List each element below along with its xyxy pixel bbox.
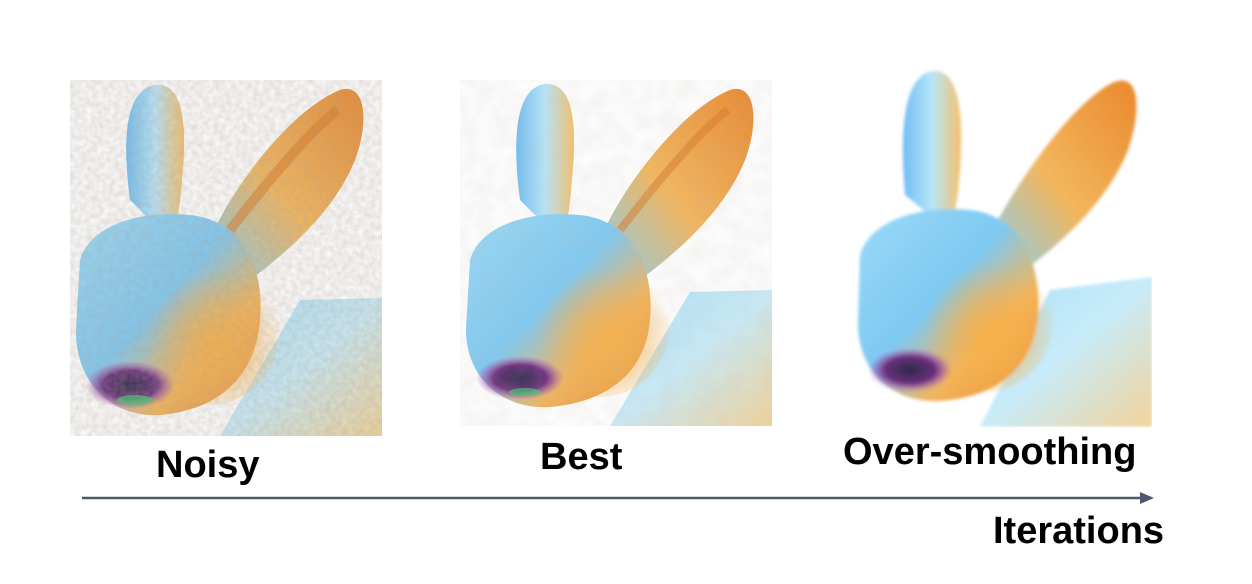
iterations-arrow <box>82 492 1154 504</box>
label-over-smoothing: Over-smoothing <box>843 431 1137 473</box>
label-noisy: Noisy <box>156 444 260 486</box>
bunny-best-render <box>460 80 772 426</box>
bunny-oversmoothed-render <box>850 65 1152 427</box>
bunny-noisy-render <box>70 80 382 436</box>
label-best: Best <box>540 436 623 478</box>
axis-label-iterations: Iterations <box>993 510 1165 552</box>
